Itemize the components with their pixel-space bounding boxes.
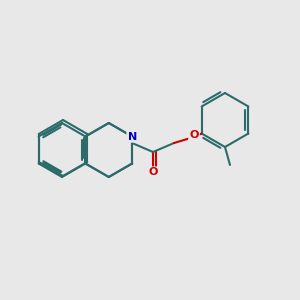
Text: O: O bbox=[189, 130, 199, 140]
Text: N: N bbox=[128, 131, 137, 142]
Text: O: O bbox=[148, 167, 158, 178]
